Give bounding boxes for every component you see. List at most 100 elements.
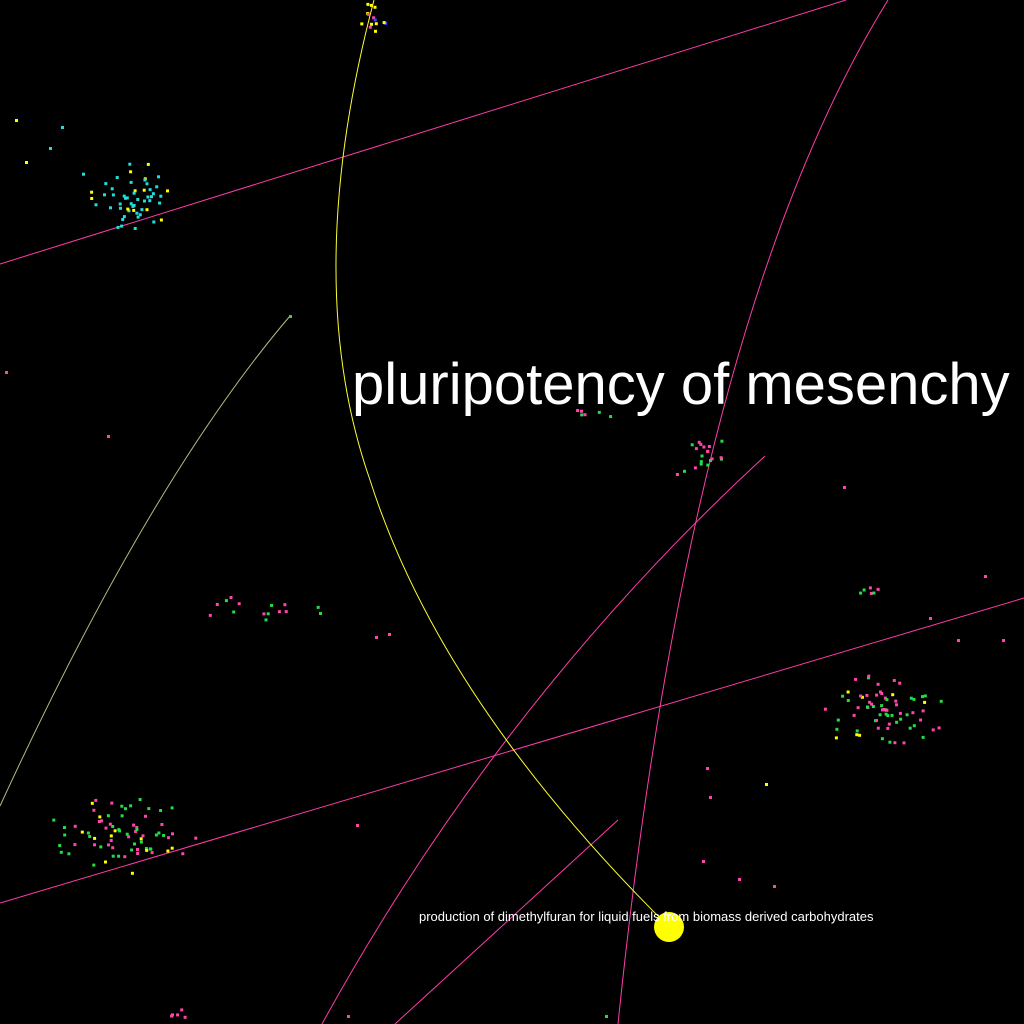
scatter-node[interactable] — [375, 636, 378, 639]
cluster-node-cyan[interactable] — [146, 195, 150, 199]
cluster-node-lower-left[interactable] — [52, 818, 56, 822]
scatter-node[interactable] — [356, 824, 359, 827]
cluster-node-lower-left[interactable] — [92, 808, 96, 812]
cluster-node-lower-left[interactable] — [133, 842, 136, 846]
cluster-node-right[interactable] — [880, 704, 884, 708]
cluster-node-top[interactable] — [370, 22, 373, 26]
cluster-node-cyan[interactable] — [116, 225, 120, 229]
cluster-node-lower-left[interactable] — [167, 836, 170, 840]
cluster-node-lower-left[interactable] — [149, 847, 153, 851]
cluster-node-cyan[interactable] — [136, 198, 140, 201]
cluster-node-lower-left[interactable] — [127, 835, 131, 839]
cluster-node-cyan[interactable] — [133, 189, 137, 193]
cluster-node-top[interactable] — [368, 25, 372, 29]
cluster-node-lower-left[interactable] — [111, 854, 115, 858]
cluster-node-right[interactable] — [908, 726, 912, 730]
cluster-node-lower-left[interactable] — [145, 848, 149, 852]
cluster-node-lower-left[interactable] — [170, 846, 174, 850]
cluster-node-lower-left[interactable] — [120, 804, 124, 808]
cluster-node-mid[interactable] — [270, 603, 274, 607]
cluster-node-center[interactable] — [690, 443, 694, 447]
cluster-node-right[interactable] — [846, 690, 850, 694]
cluster-node-lower-left[interactable] — [104, 826, 108, 830]
cluster-node-lower-left[interactable] — [160, 823, 164, 826]
cluster-node-right[interactable] — [875, 719, 878, 722]
cluster-node-cyan[interactable] — [125, 196, 129, 200]
cluster-node-cyan[interactable] — [129, 202, 133, 206]
cluster-node-lower-left[interactable] — [67, 852, 71, 856]
cluster-node-lower-left[interactable] — [90, 801, 94, 805]
cluster-node-lower-left[interactable] — [86, 831, 90, 835]
cluster-node-mid[interactable] — [283, 603, 287, 607]
cluster-node-center[interactable] — [707, 445, 711, 448]
cluster-node-right[interactable] — [898, 681, 902, 685]
cluster-node-mid-right[interactable] — [859, 591, 863, 595]
cluster-node-cyan[interactable] — [138, 213, 142, 217]
cluster-node-cyan[interactable] — [146, 162, 150, 166]
cluster-node-right[interactable] — [885, 698, 889, 702]
cluster-node-cyan[interactable] — [132, 191, 136, 195]
cluster-node-lower-left[interactable] — [73, 824, 77, 828]
cluster-node-right[interactable] — [880, 737, 884, 741]
cluster-node-right[interactable] — [860, 695, 864, 699]
cluster-node-lower-left[interactable] — [58, 844, 62, 847]
cluster-node-lower-left[interactable] — [80, 830, 84, 834]
cluster-node-center[interactable] — [693, 466, 697, 470]
scatter-node[interactable] — [843, 486, 846, 489]
scatter-node[interactable] — [605, 1015, 608, 1018]
cluster-node-right[interactable] — [912, 724, 916, 728]
cluster-node-lower-left[interactable] — [162, 834, 166, 837]
cluster-node-lower-left[interactable] — [141, 834, 145, 838]
scatter-node[interactable] — [319, 612, 322, 615]
cluster-node-lower-left[interactable] — [135, 826, 139, 829]
cluster-node-mid[interactable] — [224, 599, 228, 603]
cluster-node-right[interactable] — [878, 713, 882, 717]
cluster-node-top[interactable] — [374, 22, 378, 26]
cluster-node-lower-left[interactable] — [139, 840, 143, 844]
cluster-node-lower-left[interactable] — [93, 836, 97, 840]
cluster-node-cyan[interactable] — [152, 220, 156, 224]
cluster-node-mid-right[interactable] — [862, 588, 866, 592]
scatter-node[interactable] — [49, 147, 52, 150]
scatter-node[interactable] — [388, 633, 391, 636]
cluster-node-lower-left[interactable] — [110, 801, 114, 805]
scatter-node[interactable] — [5, 371, 8, 374]
cluster-node-lower-left[interactable] — [108, 822, 112, 826]
cluster-node-right[interactable] — [887, 722, 891, 726]
cluster-node-cyan[interactable] — [94, 203, 98, 207]
cluster-node-bottom[interactable] — [171, 1013, 174, 1017]
cluster-node-mid[interactable] — [208, 613, 212, 617]
cluster-node-lower-left[interactable] — [88, 835, 92, 838]
scatter-node[interactable] — [61, 126, 64, 129]
cluster-node-right[interactable] — [867, 674, 871, 678]
cluster-node-cyan[interactable] — [119, 206, 122, 210]
cluster-node-right[interactable] — [890, 713, 894, 717]
cluster-node-right[interactable] — [898, 711, 902, 715]
cluster-node-cyan[interactable] — [140, 208, 144, 212]
cluster-node-center[interactable] — [706, 463, 710, 467]
cluster-node-center[interactable] — [709, 459, 712, 462]
cluster-node-top[interactable] — [374, 29, 377, 33]
cluster-node-cyan[interactable] — [143, 199, 146, 203]
cluster-node-right[interactable] — [866, 705, 869, 709]
cluster-node-center[interactable] — [699, 442, 703, 446]
cluster-node-lower-left[interactable] — [104, 860, 107, 864]
cluster-node-cyan[interactable] — [142, 188, 146, 192]
cluster-node-lower-left[interactable] — [107, 843, 110, 847]
cluster-node-right[interactable] — [905, 713, 909, 717]
cluster-node-cyan[interactable] — [132, 208, 136, 212]
cluster-node-center[interactable] — [697, 440, 701, 444]
cluster-node-lower-left[interactable] — [136, 848, 139, 851]
cluster-node-right[interactable] — [823, 707, 827, 711]
cluster-node-right[interactable] — [879, 690, 882, 694]
cluster-node-lower-left[interactable] — [150, 851, 154, 855]
cluster-node-right[interactable] — [836, 718, 840, 722]
cluster-node-lower-left[interactable] — [120, 814, 124, 818]
cluster-node-cyan[interactable] — [124, 196, 127, 200]
cluster-node-lower-left[interactable] — [134, 830, 138, 833]
cluster-node-right[interactable] — [854, 677, 858, 681]
cluster-node-right[interactable] — [859, 694, 863, 698]
scatter-node[interactable] — [15, 119, 18, 122]
cluster-node-right[interactable] — [885, 708, 889, 712]
scatter-node[interactable] — [25, 161, 28, 164]
